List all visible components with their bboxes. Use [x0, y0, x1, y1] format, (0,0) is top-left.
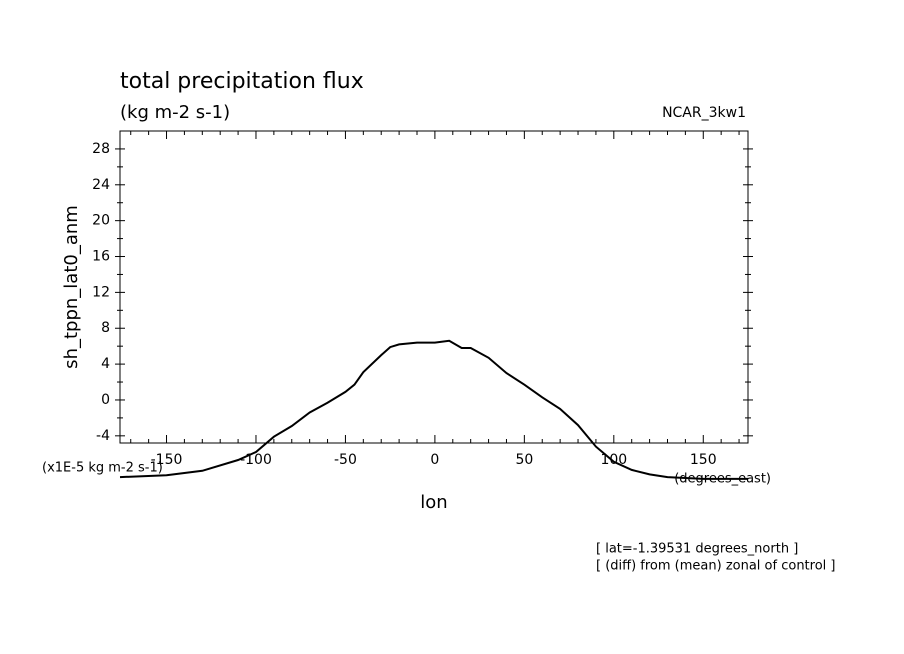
note: [ lat=-1.39531 degrees_north ] — [596, 542, 798, 557]
x-tick-label: -100 — [240, 452, 272, 468]
y-axis-label: sh_tppn_lat0_anm — [61, 205, 82, 369]
x-tick-label: -50 — [334, 452, 357, 468]
data-line — [119, 339, 748, 480]
x-axis-label: lon — [420, 492, 447, 513]
y-tick-label: 8 — [101, 320, 110, 336]
x-tick-label: 50 — [515, 452, 533, 468]
chart-title: total precipitation flux — [120, 69, 364, 94]
y-tick-label: 12 — [92, 284, 110, 300]
x-tick-label: -150 — [151, 452, 183, 468]
y-tick-label: 4 — [101, 356, 110, 372]
dataset: NCAR_3kw1 — [662, 105, 746, 121]
plot-frame — [119, 130, 749, 444]
y-tick-label: 16 — [92, 249, 110, 265]
y-tick-label: 0 — [101, 392, 110, 408]
y-tick-label: 24 — [92, 177, 110, 193]
y-tick-label: 20 — [92, 213, 110, 229]
x-tick-label: 0 — [430, 452, 439, 468]
note: [ (diff) from (mean) zonal of control ] — [596, 559, 835, 574]
subtitle: (kg m-2 s-1) — [120, 102, 230, 123]
y-units: (x1E-5 kg m-2 s-1) — [42, 461, 163, 476]
y-tick-label: -4 — [96, 428, 110, 444]
y-tick-label: 28 — [92, 141, 110, 157]
x-tick-label: 150 — [690, 452, 717, 468]
